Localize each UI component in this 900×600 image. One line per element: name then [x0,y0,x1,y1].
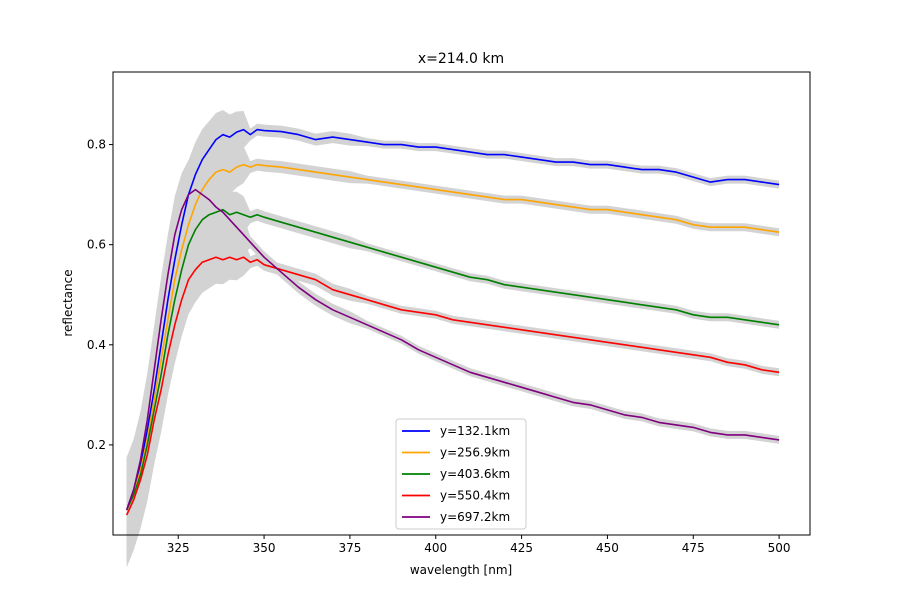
series-line [125,256,780,516]
y-axis: 0.2 0.4 0.6 0.8 [87,138,113,452]
y-axis-label: reflectance [61,269,75,336]
legend-entry: y=403.6km [440,467,510,481]
y-tick-label: 0.2 [87,438,106,452]
y-tick-label: 0.8 [87,138,106,152]
x-axis: 325 350 375 400 425 450 475 500 [167,535,791,555]
legend-entry: y=132.1km [440,424,510,438]
uncertainty-band [126,157,780,563]
chart-title: x=214.0 km [418,51,504,67]
x-tick-label: 350 [253,541,276,555]
series-lines [125,128,780,516]
x-axis-label: wavelength [nm] [410,563,512,577]
x-tick-label: 475 [682,541,705,555]
x-tick-label: 450 [596,541,619,555]
x-tick-label: 500 [768,541,791,555]
series-line [125,208,780,511]
series-line [125,188,780,511]
legend-entry: y=697.2km [440,510,510,524]
legend-entry: y=550.4km [440,489,510,503]
series-line [125,163,780,511]
uncertainty-band [126,110,780,563]
x-tick-label: 400 [424,541,447,555]
plot-frame [112,71,811,536]
x-tick-label: 375 [338,541,361,555]
y-tick-label: 0.6 [87,238,106,252]
x-tick-label: 425 [510,541,533,555]
uncertainty-band [126,230,780,568]
x-tick-label: 325 [167,541,190,555]
y-tick-label: 0.4 [87,338,106,352]
legend-box [395,418,527,530]
plot-area [125,110,780,568]
series-line [125,128,780,511]
legend-entry: y=256.9km [440,446,510,460]
legend: y=132.1km y=256.9km y=403.6km y=550.4km y=69… [395,418,527,530]
